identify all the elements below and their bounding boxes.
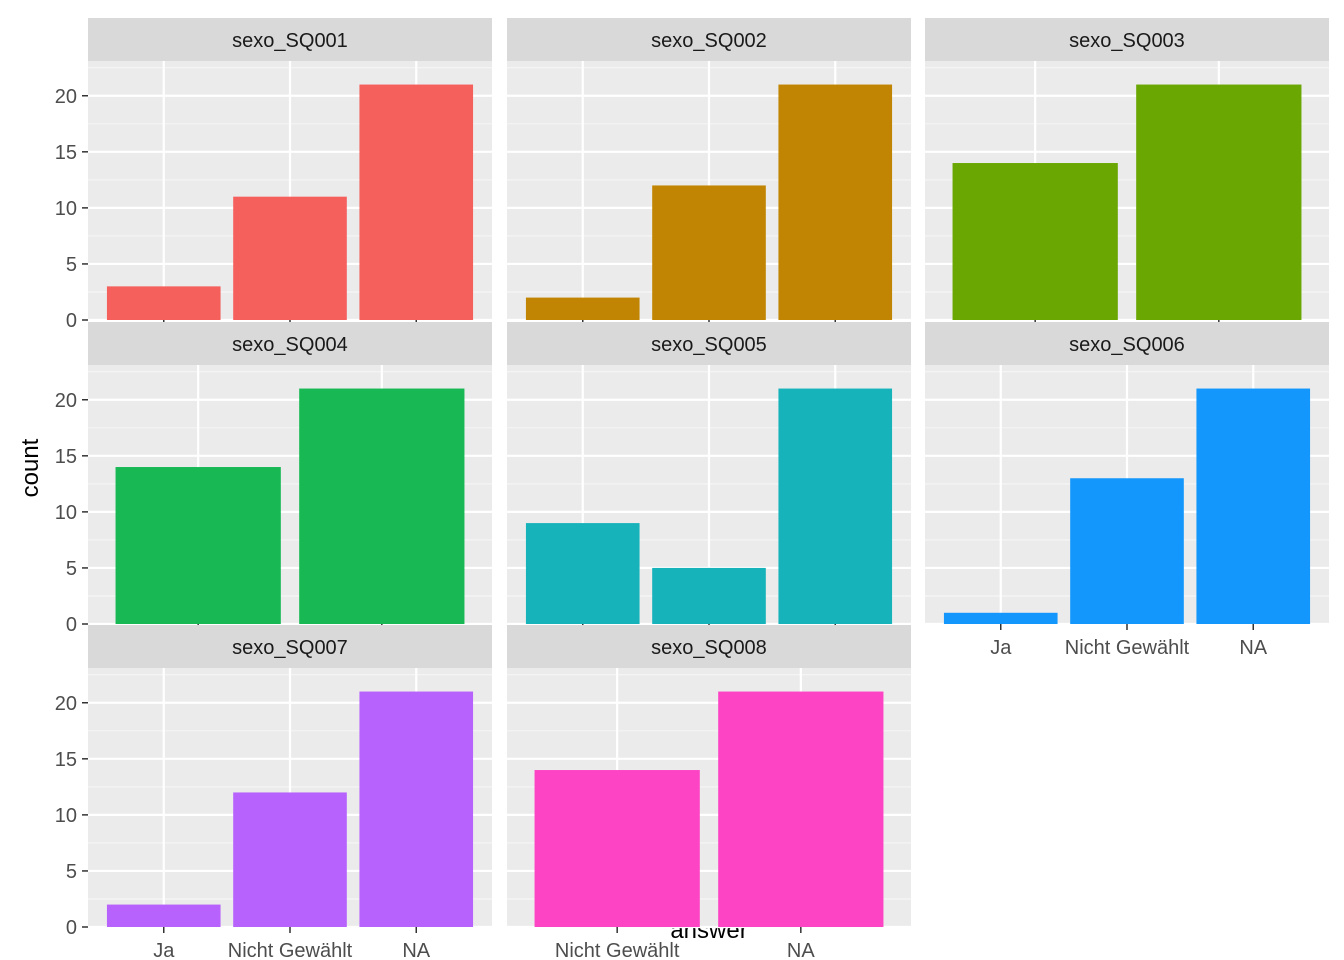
x-tick-label: Nicht Gewählt xyxy=(555,940,680,960)
facet-strip xyxy=(925,322,1329,365)
bar xyxy=(359,84,474,320)
facet-title: sexo_SQ006 xyxy=(1069,334,1185,356)
y-tick-label: 10 xyxy=(55,805,77,827)
bar xyxy=(778,388,893,624)
facet-title: sexo_SQ005 xyxy=(651,334,767,356)
facet-strip xyxy=(88,322,492,365)
facet-title: sexo_SQ002 xyxy=(651,30,767,52)
y-tick-label: 15 xyxy=(55,142,77,164)
bar xyxy=(525,523,640,624)
y-tick-label: 20 xyxy=(55,390,77,412)
x-tick-label: NA xyxy=(402,940,430,960)
bar xyxy=(652,567,766,624)
bar xyxy=(233,196,347,320)
facet-strip xyxy=(507,322,911,365)
bar xyxy=(106,904,221,927)
y-axis-label: count xyxy=(17,438,44,497)
facet-title: sexo_SQ003 xyxy=(1069,30,1185,52)
x-tick-label: NA xyxy=(787,940,815,960)
facet-strip xyxy=(88,625,492,668)
bar xyxy=(299,388,465,624)
bar xyxy=(106,286,221,320)
bar xyxy=(233,792,347,927)
facet-strip xyxy=(507,18,911,61)
facet-panel: sexo_SQ007 Ja Nicht Gewählt NA 0 5 10 15 20 xyxy=(55,625,492,960)
y-tick-label: 15 xyxy=(55,446,77,468)
facet-title: sexo_SQ007 xyxy=(232,637,348,659)
facet-title: sexo_SQ001 xyxy=(232,30,348,52)
facet-panel: sexo_SQ008 Nicht Gewählt NA xyxy=(507,625,911,960)
bar xyxy=(718,691,884,927)
y-tick-label: 10 xyxy=(55,502,77,524)
x-tick-label: Ja xyxy=(990,637,1012,659)
y-tick-label: 5 xyxy=(66,254,77,276)
y-tick-label: 15 xyxy=(55,749,77,771)
bar xyxy=(652,185,766,320)
bar xyxy=(1070,478,1184,624)
bar xyxy=(943,612,1058,624)
bar xyxy=(952,163,1118,320)
bar xyxy=(115,467,281,624)
x-tick-label: Nicht Gewählt xyxy=(1065,637,1190,659)
bar xyxy=(778,84,893,320)
y-tick-label: 0 xyxy=(66,310,77,332)
facet-title: sexo_SQ008 xyxy=(651,637,767,659)
facet-panel: sexo_SQ006 Ja Nicht Gewählt NA xyxy=(925,322,1329,659)
y-tick-label: 0 xyxy=(66,917,77,939)
y-tick-label: 20 xyxy=(55,86,77,108)
bar xyxy=(359,691,474,927)
facet-strip xyxy=(507,625,911,668)
facet-panels: sexo_SQ001JaNicht GewähltNA05101520sexo_… xyxy=(55,18,1329,960)
y-tick-label: 20 xyxy=(55,693,77,715)
y-tick-label: 10 xyxy=(55,198,77,220)
bar xyxy=(1136,84,1302,320)
y-tick-label: 0 xyxy=(66,614,77,636)
x-tick-label: NA xyxy=(1239,637,1267,659)
bar xyxy=(1196,388,1311,624)
facet-strip xyxy=(88,18,492,61)
y-tick-label: 5 xyxy=(66,558,77,580)
facet-strip xyxy=(925,18,1329,61)
x-tick-label: Ja xyxy=(153,940,175,960)
bar xyxy=(534,770,700,927)
x-tick-label: Nicht Gewählt xyxy=(228,940,353,960)
y-tick-label: 5 xyxy=(66,861,77,883)
bar xyxy=(525,297,640,320)
facet-title: sexo_SQ004 xyxy=(232,334,348,356)
